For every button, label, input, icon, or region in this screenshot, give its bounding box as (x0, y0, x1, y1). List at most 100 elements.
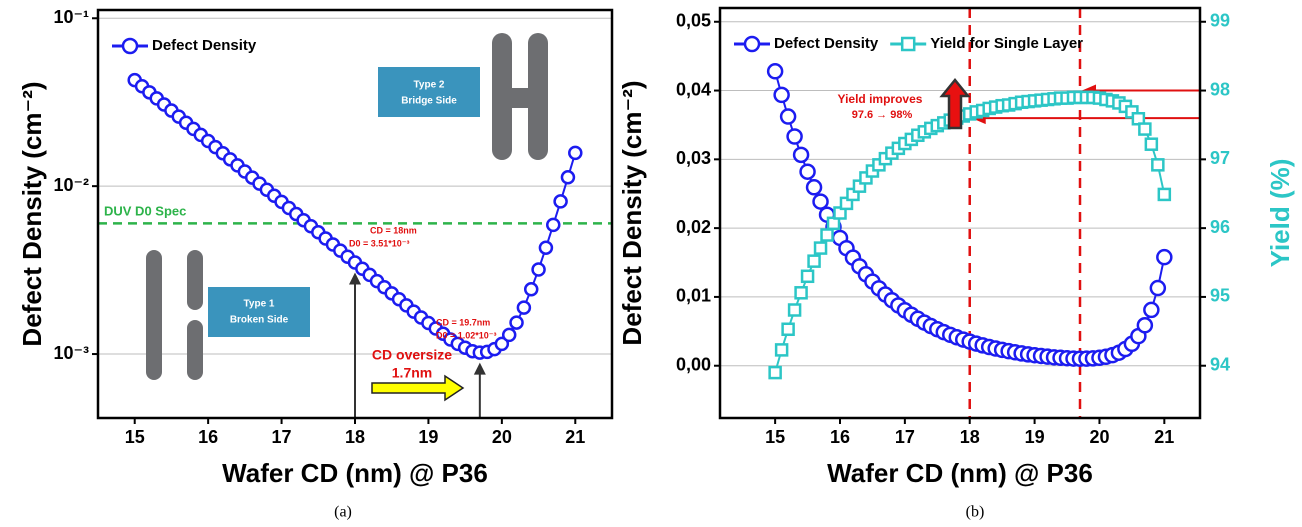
point (560, 170, 576, 185)
point (1136, 317, 1154, 334)
type-label: Type 2 (414, 80, 445, 91)
annotation: 97.6 → 98% (852, 109, 913, 121)
chart: 0,00 0,01 0,02 0,03 0,04 0,05 94 95 96 97 98 99 15 16… (617, 6, 1295, 488)
chart: 10⁻³ 10⁻² 10⁻¹ 15 16 17 18 19 20 21 Wafer CD (nm) … (17, 7, 614, 488)
point (531, 262, 546, 277)
type-label: Bridge Side (401, 96, 457, 107)
x-tick-label: 15 (765, 427, 785, 447)
legend-label: Defect Density (774, 35, 879, 52)
y-tick-label: 10⁻² (53, 175, 89, 195)
point (768, 365, 782, 380)
legend-label: Defect Density (152, 37, 257, 54)
y-tick-label: 0,05 (676, 11, 711, 31)
point (812, 193, 829, 210)
point (805, 179, 823, 196)
point (786, 128, 803, 145)
x-tick-label: 17 (272, 427, 292, 447)
annotation: D0 = 3.51*10⁻³ (349, 238, 410, 248)
point (792, 146, 810, 164)
point (523, 282, 539, 297)
annotation: D0 = 1.02*10⁻³ (436, 330, 497, 340)
point (779, 108, 797, 125)
point (1138, 122, 1152, 136)
x-tick-label: 20 (492, 427, 512, 447)
x-tick-label: 21 (1154, 427, 1174, 447)
x-tick-label: 15 (125, 427, 145, 447)
point (1144, 137, 1159, 151)
point (820, 228, 834, 242)
annotation: CD = 19.7nm (436, 317, 490, 327)
type-label: Broken Side (230, 315, 289, 326)
legend-marker (743, 35, 761, 53)
point (1143, 301, 1160, 319)
legend-label: Yield for Single Layer (930, 35, 1083, 52)
y2-tick-label: 99 (1210, 11, 1230, 31)
caption: (a) (334, 504, 352, 521)
legend-marker (121, 37, 139, 55)
plot-frame (718, 6, 1202, 420)
point (538, 240, 554, 255)
point (509, 315, 524, 330)
point (516, 300, 532, 315)
point (813, 241, 828, 255)
y-tick-label: 10⁻³ (53, 343, 89, 363)
point (794, 286, 808, 300)
x-tick-label: 19 (418, 427, 438, 447)
x-tick-label: 21 (565, 427, 585, 447)
plot-frame (96, 8, 614, 420)
point (800, 269, 815, 284)
point (553, 194, 568, 209)
ref-arrow-head (473, 362, 486, 375)
type2-shape (492, 33, 548, 160)
annotation: 1.7nm (392, 365, 432, 381)
x-tick-label: 18 (960, 427, 980, 447)
point (568, 145, 583, 161)
y-tick-label: 0,00 (676, 354, 711, 374)
point (766, 63, 784, 80)
point (494, 336, 510, 352)
legend-marker (900, 36, 916, 52)
point (1156, 248, 1173, 266)
ref-arrow-head (349, 272, 361, 285)
x-tick-label: 18 (345, 427, 365, 447)
y-axis-label: Defect Density (cm⁻²) (617, 80, 647, 345)
y-axis-label: Defect Density (cm⁻²) (17, 81, 47, 346)
y-tick-label: 10⁻¹ (53, 7, 89, 27)
point (787, 303, 802, 317)
x-axis-label: Wafer CD (nm) @ P36 (222, 458, 488, 488)
type-label: Type 1 (244, 299, 275, 310)
y2-tick-label: 94 (1210, 354, 1230, 374)
x-tick-label: 20 (1089, 427, 1109, 447)
improve-arrow (939, 78, 971, 130)
oversize-arrow (371, 374, 465, 402)
point (1149, 279, 1167, 297)
y2-axis-label: Yield (%) (1265, 159, 1295, 268)
point (781, 322, 795, 337)
annotation: CD oversize (372, 347, 452, 363)
spec-label: DUV D0 Spec (104, 203, 186, 218)
point (501, 327, 517, 343)
y2-tick-label: 98 (1210, 79, 1230, 99)
type1-box (208, 287, 310, 337)
y2-tick-label: 95 (1210, 286, 1230, 306)
y-tick-label: 0,01 (676, 286, 711, 306)
x-tick-label: 16 (198, 427, 218, 447)
point (1157, 187, 1172, 202)
y2-tick-label: 97 (1210, 148, 1230, 168)
point (1151, 158, 1165, 172)
y-tick-label: 0,02 (676, 217, 711, 237)
annotation: Yield improves (838, 92, 923, 106)
point (774, 343, 789, 357)
annotation: CD = 18nm (370, 225, 417, 235)
x-tick-label: 19 (1025, 427, 1045, 447)
y-tick-label: 0,04 (676, 79, 711, 99)
point (773, 86, 790, 104)
x-tick-label: 17 (895, 427, 915, 447)
point (546, 217, 561, 233)
type2-box (378, 67, 480, 117)
point (799, 163, 816, 180)
y-tick-label: 0,03 (676, 148, 711, 168)
x-axis-label: Wafer CD (nm) @ P36 (827, 458, 1093, 488)
